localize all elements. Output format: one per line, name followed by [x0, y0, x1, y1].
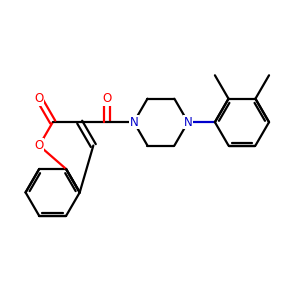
Text: N: N	[184, 116, 192, 129]
Text: N: N	[130, 116, 138, 129]
Text: O: O	[102, 92, 112, 105]
Text: O: O	[34, 139, 44, 152]
Text: O: O	[34, 92, 44, 105]
